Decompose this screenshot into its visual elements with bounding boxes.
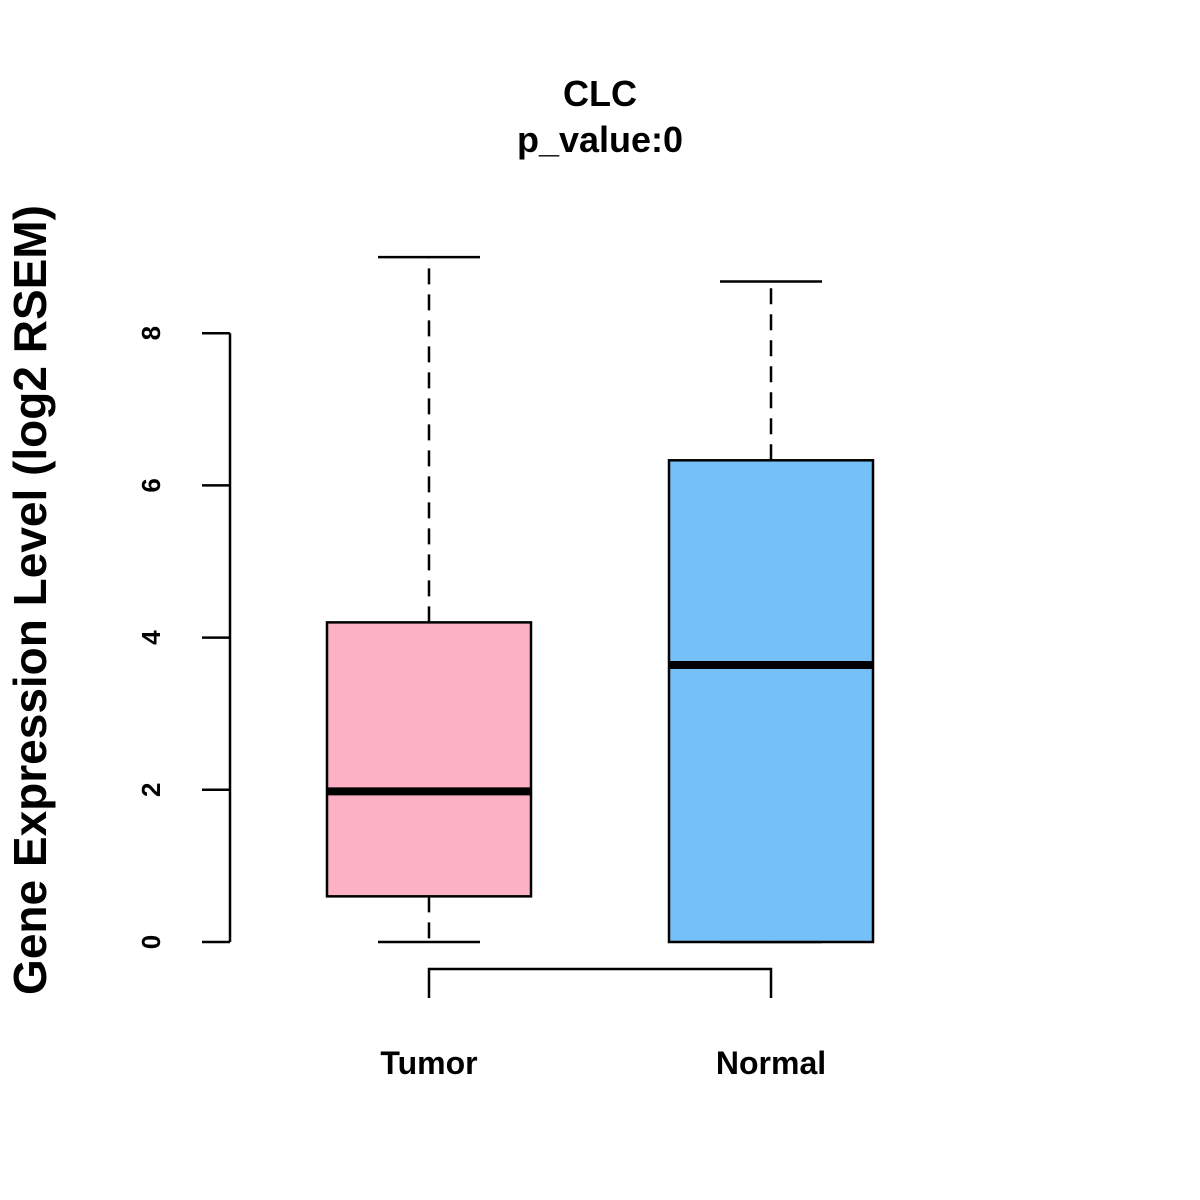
- y-tick-label: 4: [136, 630, 166, 645]
- y-tick-label: 0: [136, 935, 166, 949]
- box-tumor: [325, 255, 533, 944]
- x-label-tumor: Tumor: [380, 1045, 477, 1081]
- boxes: [325, 255, 875, 944]
- bracket-line: [427, 967, 773, 998]
- y-ticks: 0 2 4 6 8: [136, 326, 230, 949]
- chart-subtitle: p_value:0: [517, 119, 683, 160]
- x-label-normal: Normal: [716, 1045, 826, 1081]
- y-tick-label: 2: [136, 783, 166, 797]
- iqr-box: [667, 459, 875, 944]
- box-normal: [667, 280, 875, 944]
- y-axis-label: Gene Expression Level (log2 RSEM): [4, 205, 56, 995]
- y-tick-label: 6: [136, 478, 166, 492]
- y-tick-label: 8: [136, 326, 166, 340]
- comparison-bracket: [427, 967, 773, 998]
- chart-title: CLC: [563, 73, 637, 114]
- iqr-box: [325, 621, 533, 898]
- x-labels: Tumor Normal: [380, 1045, 826, 1081]
